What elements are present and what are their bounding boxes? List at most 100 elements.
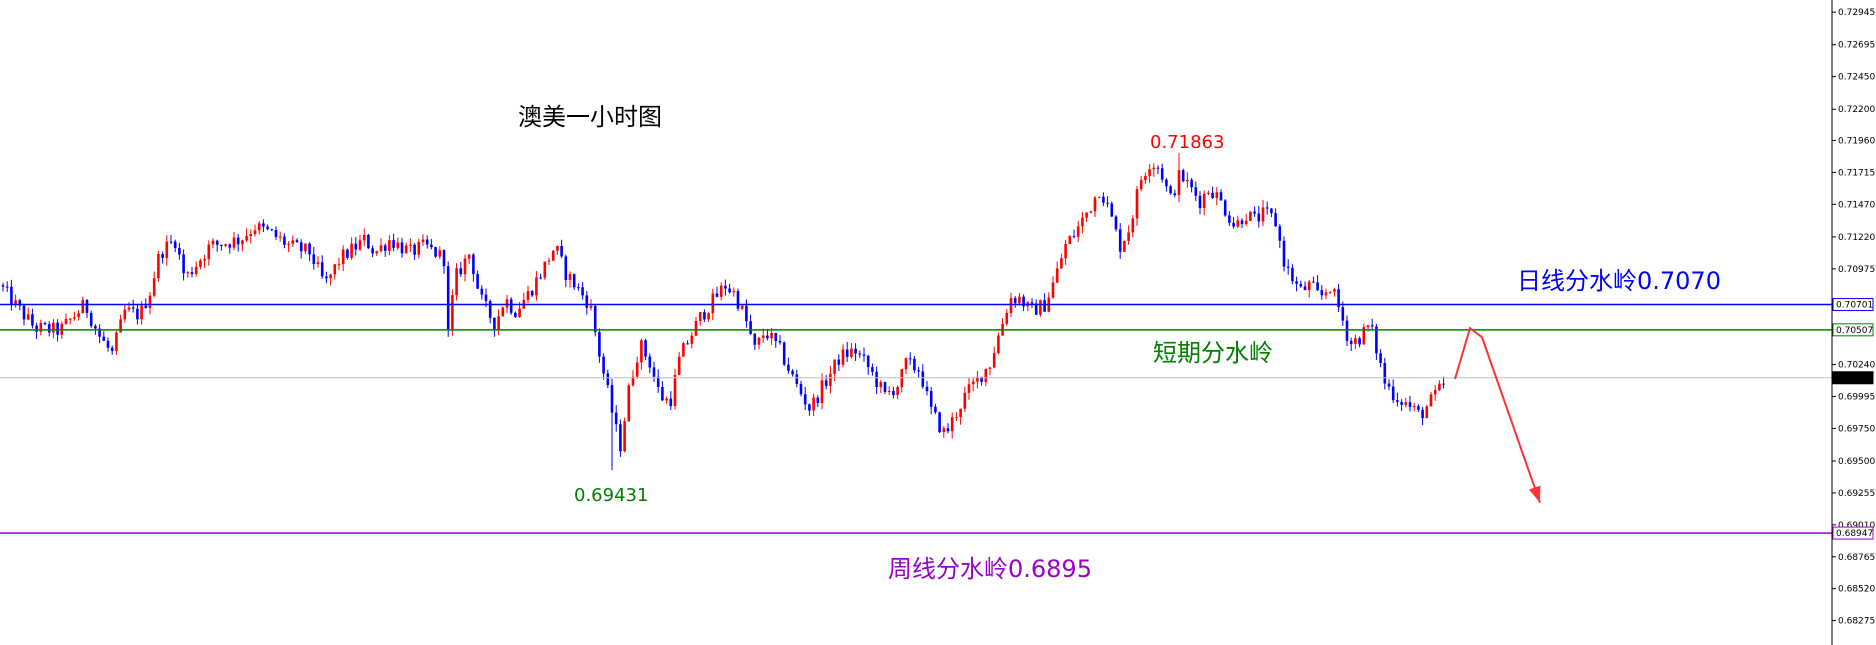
candle-body [371,248,374,254]
candle [178,242,181,260]
candle [669,391,673,411]
candle-body [22,305,26,320]
candle [1307,279,1311,298]
candle [430,238,433,250]
candle [148,292,152,315]
candle [1228,211,1231,226]
candle-body [938,412,941,433]
candle-body [1307,281,1311,291]
candle-body [585,295,589,308]
candle-body [178,248,181,255]
candle [77,310,80,321]
candle-body [186,272,190,274]
candle [325,271,328,284]
candle [812,393,815,417]
candle-body [131,307,135,309]
candle [270,228,274,231]
candle-body [173,241,177,249]
candle-body [1257,213,1261,222]
candle [354,236,358,256]
candle [1198,191,1202,215]
candle [551,250,555,262]
candle-body [942,428,946,433]
price-tick-label: 0.69995 [1838,393,1875,403]
candle [644,338,647,360]
candle-body [673,374,677,407]
candle-body [1270,208,1273,214]
candle-body [753,333,757,345]
candle [1387,379,1391,391]
candle-body [711,293,715,314]
candle [929,386,933,415]
candle [1089,211,1093,214]
candle [787,357,790,374]
candle-body [1379,353,1382,363]
candle [1354,334,1357,350]
candle-body [551,250,555,261]
candle [1190,177,1193,193]
candle [682,342,685,357]
candle [950,412,954,439]
candle-body [740,305,744,309]
candle [1152,163,1156,177]
candle-body [165,241,169,258]
candle [715,286,719,298]
candle-body [1219,192,1223,201]
candle [1131,215,1135,238]
candle [736,288,740,312]
candle-body [669,398,673,407]
candle [413,243,416,260]
candle-body [627,385,631,422]
candle [850,342,853,359]
candle-body [787,364,790,371]
candle [543,261,547,280]
candle-body [593,305,597,333]
candle [887,386,891,396]
candle-body [862,354,866,356]
candle-body [182,254,185,274]
candle [1177,153,1181,203]
candle-body [404,245,408,254]
price-marker-box [1832,298,1874,312]
candle-body [1139,180,1143,190]
candle-body [1354,338,1357,344]
candle-body [94,325,97,329]
candle [1127,225,1130,245]
candle-body [1295,281,1298,284]
candle-body [766,335,769,339]
candle [602,353,605,380]
candle-body [215,240,219,245]
candle [14,294,17,308]
candle [610,378,614,471]
candle [1047,292,1051,313]
candle-body [274,229,278,238]
candle [333,264,337,280]
candle [1039,299,1042,317]
candle-body [799,383,803,395]
candle [379,238,383,253]
candle-body [136,308,139,320]
candle [858,350,862,358]
candle-body [635,362,639,377]
candle-body [392,240,395,248]
price-marker-box [1832,371,1874,385]
candle [1081,211,1084,234]
candle [770,327,773,345]
candle [547,257,551,265]
candle [623,417,626,453]
candle-body [1303,286,1307,291]
candle [585,291,589,315]
weekly-watershed-label: 周线分水岭0.6895 [888,555,1092,583]
candle [556,245,559,255]
candle-body [39,322,43,332]
candle [896,385,899,400]
candle [980,376,983,386]
price-axis: 0.72945 0.72695 0.72450 0.72200 0.71960 0.717… [1831,0,1875,645]
candle [362,228,366,247]
candle [73,311,76,321]
candle [131,299,135,313]
candle [47,321,51,337]
candle-body [1211,192,1214,199]
candle-body [236,237,240,245]
candle-body [77,313,80,318]
